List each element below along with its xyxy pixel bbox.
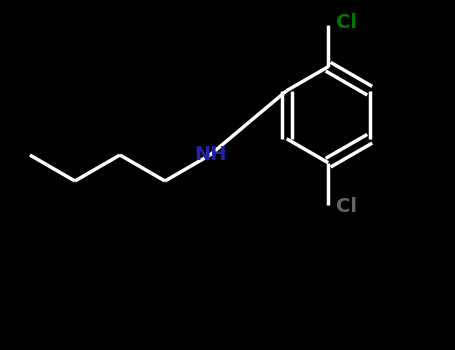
Text: NH: NH (194, 146, 226, 164)
Text: Cl: Cl (336, 13, 357, 32)
Text: Cl: Cl (336, 197, 357, 216)
